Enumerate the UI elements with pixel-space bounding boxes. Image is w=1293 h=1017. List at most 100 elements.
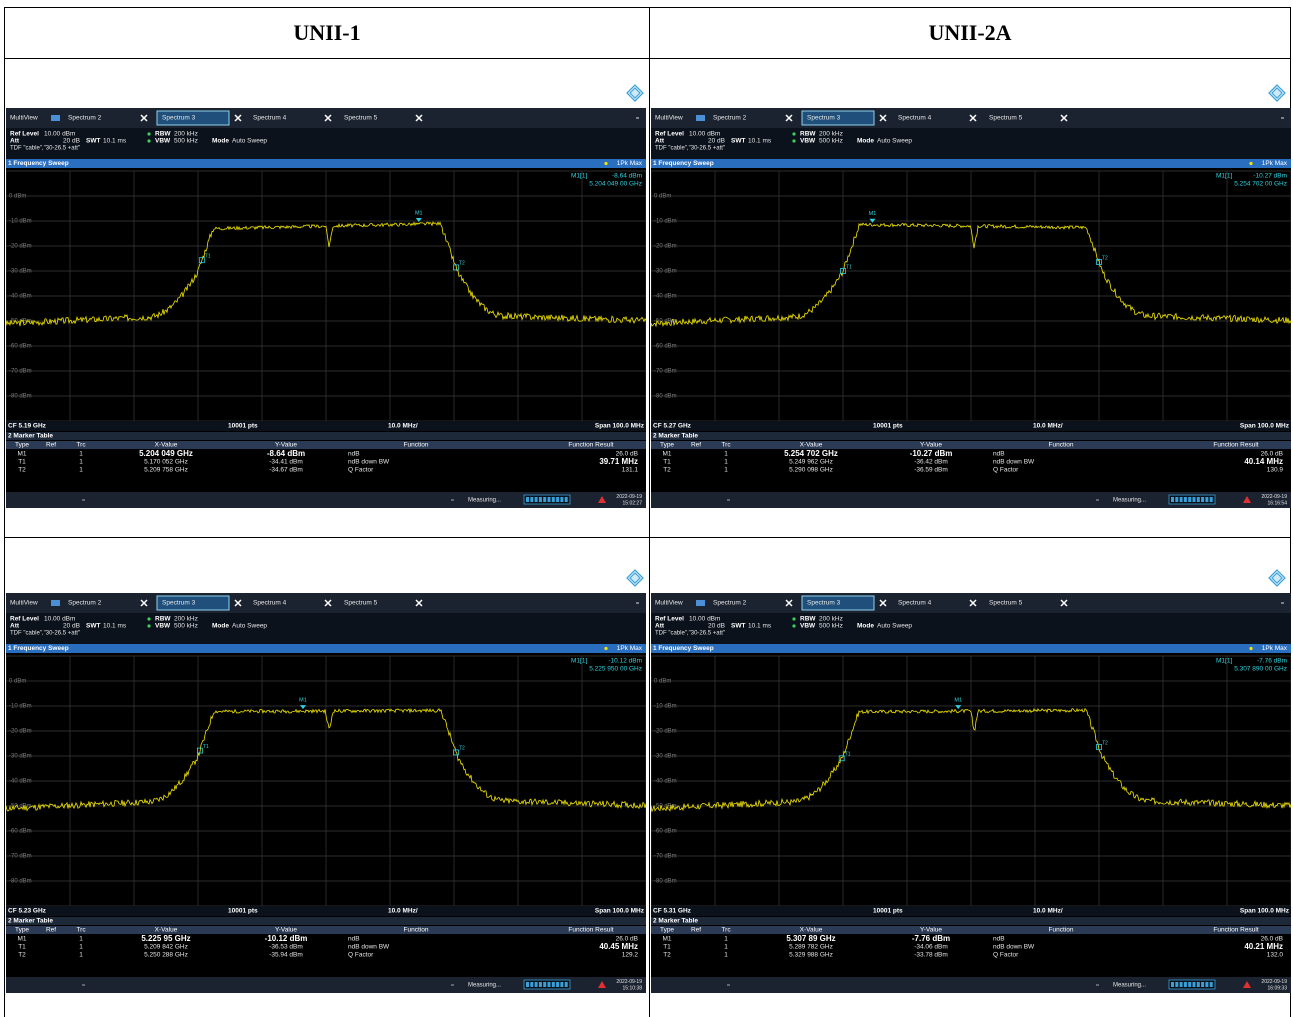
marker-level: -7.76 dBm	[1257, 658, 1287, 665]
sweep-title: 1 Frequency Sweep	[8, 645, 69, 652]
multiview-tab[interactable]: MultiView	[655, 115, 683, 122]
setting-value: 20 dB	[708, 138, 725, 145]
column-header: Trc	[721, 442, 731, 449]
tab[interactable]: Spectrum 3	[807, 600, 841, 607]
tab[interactable]: Spectrum 4	[253, 600, 287, 607]
trace-dot	[1249, 647, 1252, 650]
setting-label: Ref Level	[655, 131, 684, 138]
row-trace: 1	[724, 459, 728, 466]
row-type: T2	[18, 952, 26, 959]
logo	[626, 569, 644, 587]
table-title: 2 Marker Table	[653, 433, 698, 440]
multiview-tab[interactable]: MultiView	[10, 115, 38, 122]
points: 10001 pts	[228, 908, 258, 915]
progress-step	[543, 982, 546, 987]
tab[interactable]: Spectrum 5	[344, 115, 378, 122]
progress-step	[530, 982, 533, 987]
setting-label: RBW	[800, 616, 816, 623]
tab[interactable]: Spectrum 5	[344, 600, 378, 607]
table-border	[649, 7, 650, 1017]
y-label: -30 dBm	[9, 754, 32, 760]
settings-area	[6, 613, 646, 644]
setting-label: RBW	[155, 131, 171, 138]
tab[interactable]: Spectrum 2	[68, 600, 102, 607]
status-dot	[147, 139, 150, 142]
row-trace: 1	[724, 936, 728, 943]
multiview-icon	[696, 115, 705, 121]
center-frequency: CF 5.23 GHz	[8, 908, 47, 915]
table-title: 2 Marker Table	[653, 918, 698, 925]
trace-mode: 1Pk Max	[617, 160, 643, 167]
marker-ref: M1[1]	[1216, 173, 1232, 180]
row-type: T2	[663, 467, 671, 474]
y-label: -30 dBm	[9, 269, 32, 275]
multiview-icon	[696, 600, 705, 606]
tab[interactable]: Spectrum 3	[807, 115, 841, 122]
multiview-tab[interactable]: MultiView	[655, 600, 683, 607]
axis-footer	[651, 421, 1291, 431]
tab[interactable]: Spectrum 4	[898, 115, 932, 122]
y-value: -10.12 dBm	[265, 934, 308, 943]
function: Q Factor	[348, 952, 374, 959]
table-title-bar	[6, 432, 646, 440]
progress-step	[565, 982, 568, 987]
setting-value: Auto Sweep	[232, 138, 267, 145]
tab[interactable]: Spectrum 5	[989, 600, 1023, 607]
status-dot	[792, 139, 795, 142]
progress-step	[530, 497, 533, 502]
tab[interactable]: Spectrum 2	[713, 600, 747, 607]
tab[interactable]: Spectrum 5	[989, 115, 1023, 122]
x-value: 5.249 962 GHz	[789, 459, 833, 466]
progress-step	[552, 982, 555, 987]
tab[interactable]: Spectrum 4	[898, 600, 932, 607]
tab[interactable]: Spectrum 2	[68, 115, 102, 122]
y-value: -8.64 dBm	[267, 449, 305, 458]
trace-dot	[604, 647, 607, 650]
y-label: -60 dBm	[9, 344, 32, 350]
y-label: -60 dBm	[9, 829, 32, 835]
setting-value: 200 kHz	[174, 616, 198, 623]
y-label: 0 dBm	[654, 194, 671, 200]
column-header: Ref	[691, 927, 701, 934]
setting-label: VBW	[155, 138, 171, 145]
y-label: -80 dBm	[9, 879, 32, 885]
column-header: Ref	[46, 927, 56, 934]
tab[interactable]: Spectrum 2	[713, 115, 747, 122]
sweep-bar	[6, 159, 646, 168]
time: 15:02:27	[623, 500, 643, 506]
progress-step	[1205, 982, 1208, 987]
x-value: 5.209 842 GHz	[144, 944, 188, 951]
date: 2022-09-19	[1261, 979, 1287, 985]
status: Measuring...	[468, 983, 501, 989]
function-result: 40.21 MHz	[1244, 942, 1283, 951]
axis-footer	[6, 421, 646, 431]
progress-step	[535, 497, 538, 502]
progress-step	[1197, 982, 1200, 987]
marker-label: T2	[1102, 255, 1108, 261]
tab[interactable]: Spectrum 4	[253, 115, 287, 122]
y-value: -34.67 dBm	[269, 467, 303, 474]
setting-label: Att	[10, 138, 20, 145]
y-value: -7.76 dBm	[912, 934, 950, 943]
tab[interactable]: Spectrum 3	[162, 115, 196, 122]
column-header: X-Value	[155, 927, 178, 934]
spectrum-screenshot: MultiView Spectrum 2 Spectrum 3 Spectrum 4 S…	[6, 108, 646, 508]
setting-value: 10.1 ms	[748, 623, 772, 630]
marker-label: T1	[846, 264, 852, 270]
logo	[626, 84, 644, 102]
logo	[1268, 569, 1286, 587]
tab[interactable]: Spectrum 3	[162, 600, 196, 607]
division: 10.0 MHz/	[1033, 423, 1063, 430]
setting-value: Auto Sweep	[877, 138, 912, 145]
progress-step	[556, 497, 559, 502]
column-header: Function	[404, 442, 429, 449]
function: ndB	[993, 936, 1005, 943]
function: Q Factor	[993, 467, 1019, 474]
setting-value: 500 kHz	[819, 138, 843, 145]
progress-step	[1210, 982, 1213, 987]
y-label: -80 dBm	[9, 394, 32, 400]
progress-step	[1210, 497, 1213, 502]
multiview-tab[interactable]: MultiView	[10, 600, 38, 607]
setting-value: 10.1 ms	[103, 623, 127, 630]
span: Span 100.0 MHz	[1240, 908, 1290, 915]
